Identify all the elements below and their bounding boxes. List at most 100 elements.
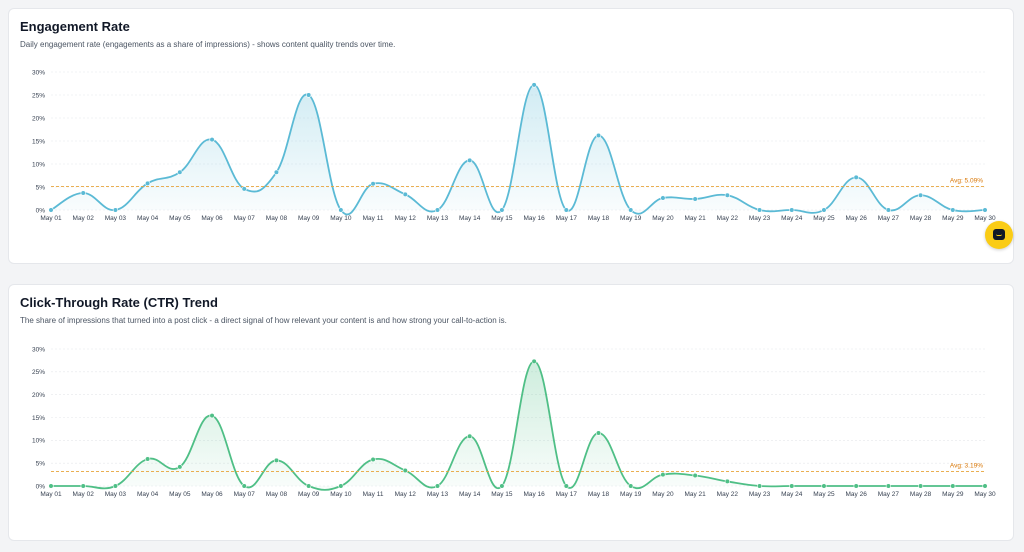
data-point[interactable] (48, 207, 54, 213)
data-point[interactable] (950, 483, 956, 489)
data-point[interactable] (853, 483, 859, 489)
data-point[interactable] (982, 207, 988, 213)
y-tick-label: 10% (32, 438, 45, 445)
data-point[interactable] (306, 483, 312, 489)
x-tick-label: May 28 (910, 491, 932, 498)
data-point[interactable] (112, 207, 119, 213)
y-tick-label: 20% (32, 115, 45, 122)
x-tick-label: May 23 (749, 215, 771, 222)
x-tick-label: May 30 (974, 215, 996, 222)
x-tick-label: May 08 (266, 491, 288, 498)
y-tick-label: 20% (32, 392, 45, 399)
data-point[interactable] (756, 483, 763, 489)
data-point[interactable] (821, 483, 827, 489)
x-tick-label: May 15 (491, 215, 513, 222)
data-point[interactable] (724, 478, 730, 485)
data-point[interactable] (595, 430, 602, 436)
data-point[interactable] (241, 483, 247, 489)
engagement-series-line (50, 83, 986, 216)
x-tick-label: May 20 (652, 491, 674, 498)
data-point[interactable] (499, 483, 505, 489)
data-point[interactable] (917, 483, 924, 489)
data-point[interactable] (338, 483, 344, 489)
data-point[interactable] (80, 190, 86, 196)
y-tick-label: 5% (36, 184, 46, 191)
data-point[interactable] (531, 358, 537, 364)
data-point[interactable] (177, 169, 183, 175)
x-tick-label: May 18 (588, 215, 610, 222)
data-point[interactable] (402, 467, 408, 474)
data-point[interactable] (370, 456, 376, 463)
data-point[interactable] (177, 464, 183, 470)
x-tick-label: May 13 (427, 491, 449, 498)
data-point[interactable] (467, 433, 473, 439)
data-point[interactable] (660, 471, 666, 478)
data-point[interactable] (853, 174, 859, 180)
y-tick-label: 25% (32, 92, 45, 99)
data-point[interactable] (885, 483, 891, 489)
data-point[interactable] (80, 483, 86, 489)
data-point[interactable] (724, 192, 730, 198)
data-point[interactable] (821, 207, 827, 213)
data-point[interactable] (692, 196, 698, 202)
x-tick-label: May 24 (781, 215, 803, 222)
x-tick-label: May 26 (846, 491, 868, 498)
data-point[interactable] (209, 137, 215, 143)
x-tick-label: May 26 (846, 215, 868, 222)
ctr-trend-subtitle: The share of impressions that turned int… (20, 316, 507, 325)
x-tick-label: May 06 (201, 215, 223, 222)
data-point[interactable] (402, 191, 408, 197)
data-point[interactable] (531, 82, 537, 88)
x-tick-label: May 14 (459, 215, 481, 222)
data-point[interactable] (145, 180, 151, 186)
data-point[interactable] (692, 472, 698, 479)
x-tick-label: May 22 (717, 215, 739, 222)
data-point[interactable] (370, 181, 376, 187)
data-point[interactable] (499, 207, 505, 213)
data-point[interactable] (306, 92, 312, 98)
data-point[interactable] (982, 483, 988, 489)
x-tick-label: May 07 (234, 215, 256, 222)
data-point[interactable] (338, 207, 344, 213)
x-tick-label: May 27 (878, 215, 900, 222)
data-point[interactable] (434, 207, 441, 213)
x-tick-label: May 07 (234, 491, 256, 498)
data-point[interactable] (950, 207, 956, 213)
x-tick-label: May 08 (266, 215, 288, 222)
x-tick-label: May 12 (395, 491, 417, 498)
x-tick-label: May 21 (684, 215, 706, 222)
engagement-rate-chart: 0% 5% 10% 15% 20% 25% 30% May 01 May 02 May 03 May… (32, 69, 996, 222)
data-point[interactable] (273, 457, 280, 464)
data-point[interactable] (595, 132, 602, 139)
data-point[interactable] (628, 207, 634, 213)
data-point[interactable] (563, 207, 569, 213)
x-tick-label: May 14 (459, 491, 481, 498)
data-point[interactable] (112, 483, 119, 489)
x-tick-label: May 12 (395, 215, 417, 222)
chat-button[interactable] (985, 221, 1013, 249)
x-tick-label: May 29 (942, 491, 964, 498)
data-point[interactable] (756, 207, 763, 213)
x-tick-label: May 17 (556, 215, 578, 222)
data-point[interactable] (628, 483, 634, 489)
ctr-trend-chart: 0% 5% 10% 15% 20% 25% 30% May 01 May 02 May 03 May… (32, 346, 996, 498)
y-tick-label: 10% (32, 161, 45, 168)
data-point[interactable] (273, 169, 280, 175)
engagement-rate-card: Engagement Rate Daily engagement rate (e… (8, 8, 1014, 264)
data-point[interactable] (467, 157, 473, 163)
y-tick-label: 0% (36, 207, 46, 214)
data-point[interactable] (789, 483, 795, 489)
data-point[interactable] (917, 192, 924, 198)
data-point[interactable] (48, 483, 54, 489)
data-point[interactable] (885, 207, 891, 213)
data-point[interactable] (209, 413, 215, 419)
data-point[interactable] (789, 207, 795, 213)
data-point[interactable] (434, 483, 441, 489)
data-point[interactable] (563, 483, 569, 489)
data-point[interactable] (145, 456, 151, 462)
data-point[interactable] (241, 186, 247, 192)
x-tick-label: May 01 (40, 215, 62, 222)
data-point[interactable] (660, 195, 666, 201)
average-label: Avg: 3.19% (950, 462, 983, 469)
x-tick-label: May 27 (878, 491, 900, 498)
